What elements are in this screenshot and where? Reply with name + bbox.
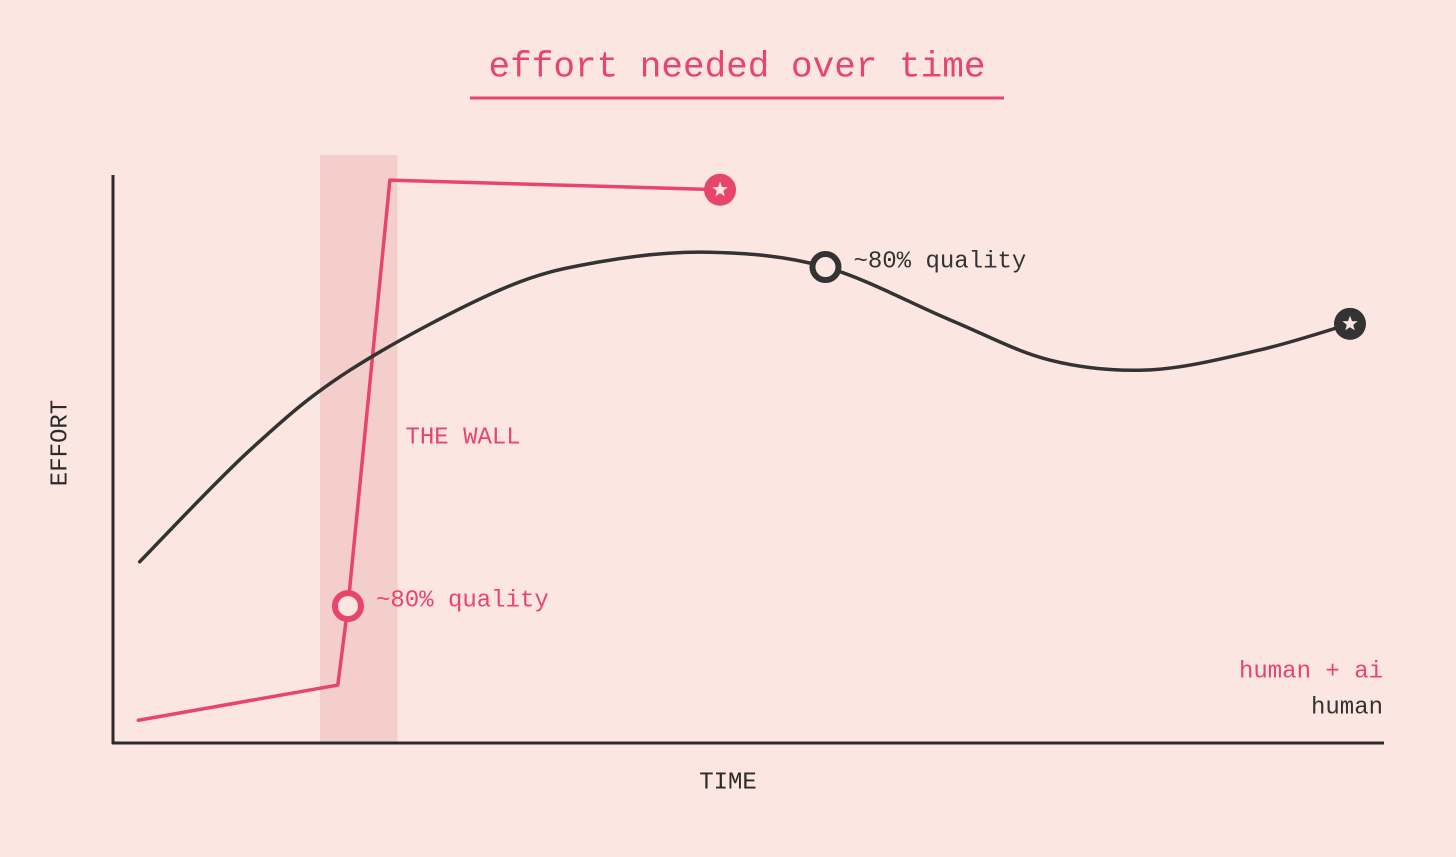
quality-label: ~80% quality [376, 587, 549, 614]
quality-marker [809, 251, 842, 284]
quality-marker [331, 590, 364, 623]
series-line [137, 250, 1352, 564]
y-axis-label: EFFORT [47, 400, 74, 486]
legend-entry: human [1311, 694, 1383, 721]
x-axis-label: TIME [699, 769, 757, 796]
wall-label: THE WALL [405, 424, 520, 451]
quality-label: ~80% quality [853, 248, 1026, 275]
chart-title: effort needed over time [489, 47, 986, 88]
goal-star [1342, 315, 1358, 331]
goal-star [712, 181, 728, 197]
legend-entry: human + ai [1239, 658, 1383, 685]
wall-band [320, 155, 398, 743]
